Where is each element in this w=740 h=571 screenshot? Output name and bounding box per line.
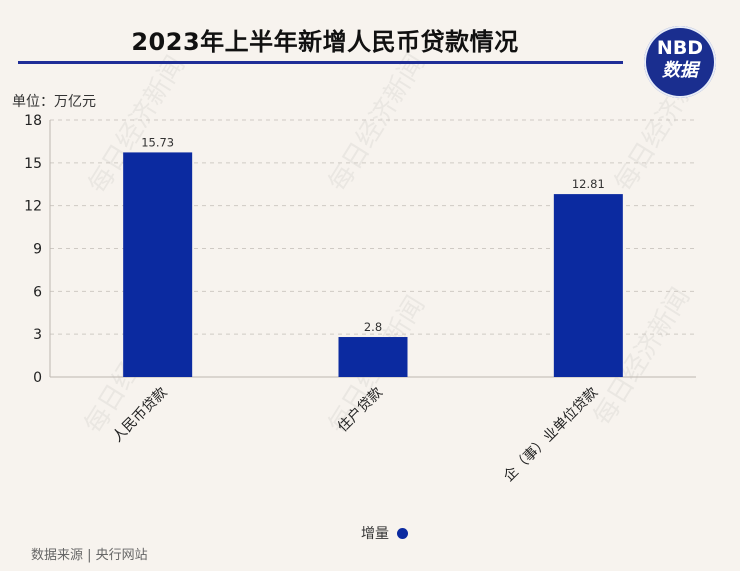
y-tick-label: 3 — [33, 327, 42, 343]
bar-value-label: 15.73 — [141, 135, 174, 149]
y-tick-label: 15 — [24, 156, 42, 172]
y-tick-label: 18 — [24, 113, 42, 129]
logo-line-1: NBD — [656, 37, 704, 59]
legend-marker — [397, 527, 408, 539]
x-tick-label: 住户贷款 — [334, 384, 386, 436]
y-tick-label: 12 — [24, 199, 42, 215]
x-tick-label: 人民币贷款 — [110, 385, 171, 446]
unit-label: 单位：万亿元 — [12, 94, 96, 110]
bar-value-label: 2.8 — [364, 320, 382, 334]
y-tick-label: 6 — [33, 284, 42, 300]
source-note: 数据来源 | 央行网站 — [31, 548, 148, 563]
bar — [123, 152, 193, 377]
nbd-logo: NBD 数据 — [644, 26, 716, 98]
legend-label: 增量 — [361, 526, 389, 542]
x-tick-label: 企（事）业单位贷款 — [500, 384, 601, 485]
title-rule — [18, 61, 623, 64]
logo-line-2: 数据 — [662, 60, 698, 81]
legend: 增量 — [361, 523, 408, 543]
chart-title: 2023年上半年新增人民币贷款情况 — [131, 28, 519, 56]
bar — [553, 194, 623, 377]
bar — [338, 337, 408, 377]
y-tick-label: 9 — [33, 242, 42, 258]
y-tick-label: 0 — [33, 370, 42, 386]
bar-value-label: 12.81 — [572, 177, 605, 191]
